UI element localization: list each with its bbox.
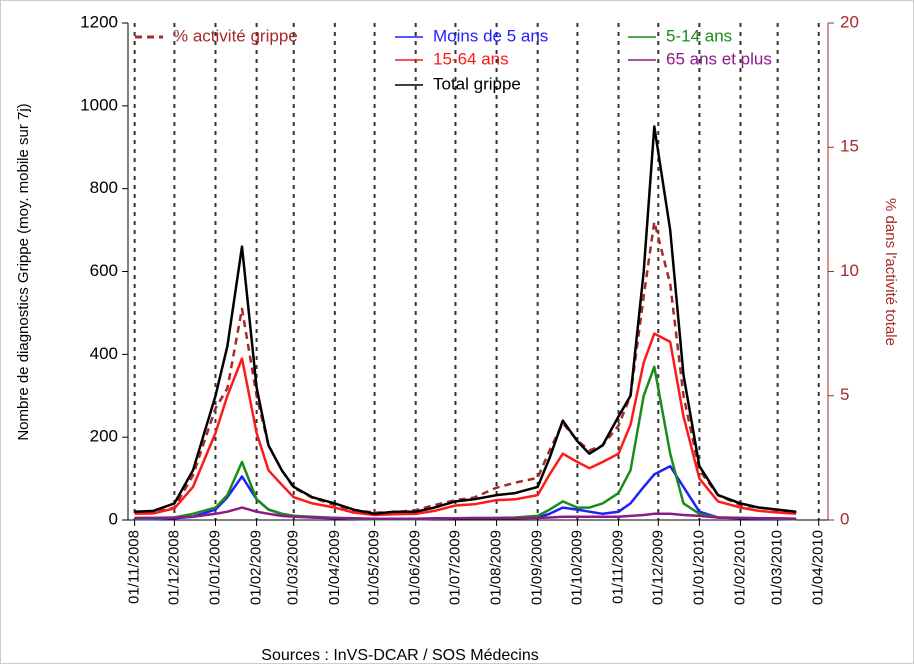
x-tick-label: 01/10/2009 (568, 530, 585, 605)
y2-tick-label: 15 (840, 137, 859, 156)
y-tick-label: 200 (90, 427, 118, 446)
x-tick-label: 01/09/2009 (529, 530, 546, 605)
x-tick-label: 01/11/2009 (609, 530, 626, 604)
x-tick-label: 01/12/2008 (165, 530, 182, 605)
x-tick-label: 01/11/2008 (126, 530, 143, 604)
y2-tick-label: 0 (840, 509, 849, 528)
legend-label: 15-64 ans (433, 49, 509, 68)
legend-label: Moins de 5 ans (433, 26, 548, 45)
y-tick-label: 800 (90, 178, 118, 197)
x-tick-label: 01/05/2009 (366, 530, 383, 605)
x-tick-label: 01/03/2009 (285, 530, 302, 605)
y2-axis-label: % dans l'activité totale (882, 198, 899, 346)
legend-label: Total grippe (433, 74, 521, 93)
x-tick-label: 01/12/2009 (649, 530, 666, 605)
x-tick-label: 01/04/2010 (810, 530, 827, 605)
x-tick-label: 01/07/2009 (446, 530, 463, 605)
y-tick-label: 0 (109, 509, 118, 528)
x-tick-label: 01/03/2010 (769, 530, 786, 605)
legend-label: 65 ans et plus (666, 49, 772, 68)
y2-tick-label: 20 (840, 12, 859, 31)
y-tick-label: 1200 (80, 12, 118, 31)
x-tick-label: 01/06/2009 (407, 530, 424, 605)
x-tick-label: 01/02/2009 (248, 530, 265, 605)
series-line (134, 125, 797, 516)
y-tick-label: 400 (90, 344, 118, 363)
series-line (134, 506, 797, 521)
series-line (134, 332, 797, 517)
y-axis-label: Nombre de diagnostics Grippe (moy. mobil… (15, 103, 32, 440)
x-tick-label: 01/01/2009 (206, 530, 223, 605)
x-tick-label: 01/04/2009 (326, 530, 343, 605)
legend-label: 5-14 ans (666, 26, 732, 45)
y-tick-label: 600 (90, 261, 118, 280)
y2-tick-label: 10 (840, 261, 859, 280)
x-tick-label: 01/01/2010 (690, 530, 707, 605)
legend-label: % activité grippe (173, 26, 298, 45)
x-tick-label: 01/02/2010 (731, 530, 748, 605)
source-note: Sources : InVS-DCAR / SOS Médecins (261, 647, 538, 664)
y2-tick-label: 5 (840, 385, 849, 404)
x-tick-label: 01/08/2009 (488, 530, 505, 605)
series-line (134, 220, 797, 514)
y-tick-label: 1000 (80, 95, 118, 114)
